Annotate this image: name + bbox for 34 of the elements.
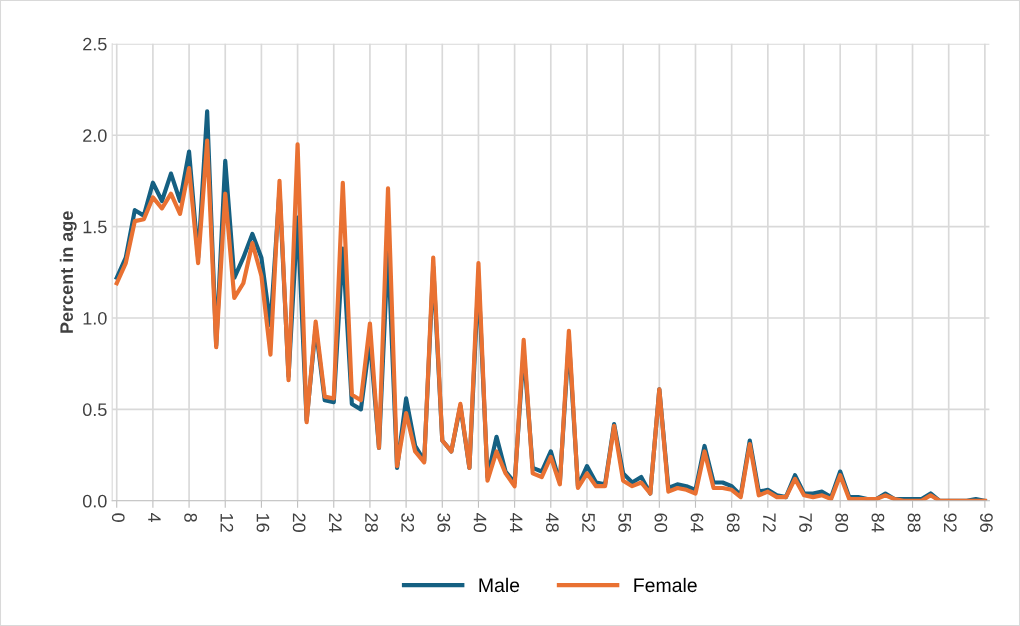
legend-label: Male [479, 577, 520, 593]
x-tick-label: 72 [763, 513, 776, 532]
x-tick-label: 96 [980, 513, 993, 532]
x-tick-label: 8 [184, 513, 198, 522]
x-tick-label: 76 [799, 513, 812, 532]
x-tick-label: 40 [473, 513, 487, 532]
x-tick-label: 0 [111, 513, 125, 522]
x-tick-label: 56 [618, 513, 632, 532]
x-tick-label: 12 [220, 513, 234, 532]
x-tick-label: 20 [292, 513, 306, 532]
x-tick-label: 52 [582, 513, 595, 532]
y-axis-title: Percent in age [59, 211, 77, 333]
x-tick-label: 84 [871, 513, 885, 533]
x-tick-label: 24 [329, 513, 342, 533]
x-tick-label: 44 [509, 513, 523, 533]
y-tick-label: 0.0 [82, 494, 107, 508]
y-tick-label: 2.0 [83, 129, 107, 142]
x-tick-label: 28 [365, 513, 378, 532]
legend-label: Female [634, 577, 697, 593]
y-tick-label: 2.5 [83, 37, 107, 51]
x-tick-label: 80 [835, 513, 849, 532]
x-tick-label: 4 [148, 513, 161, 523]
x-tick-label: 36 [437, 513, 451, 532]
y-tick-label: 0.5 [82, 403, 107, 417]
y-tick-label: 1.5 [83, 220, 107, 234]
x-tick-label: 16 [256, 513, 270, 532]
x-tick-label: 32 [401, 513, 415, 532]
x-tick-label: 92 [943, 513, 957, 532]
y-tick-label: 1.0 [83, 311, 107, 325]
x-tick-label: 48 [545, 513, 559, 532]
x-tick-label: 88 [907, 513, 921, 532]
x-tick-label: 68 [726, 513, 740, 532]
x-tick-label: 60 [654, 513, 668, 532]
x-tick-label: 64 [690, 513, 704, 533]
